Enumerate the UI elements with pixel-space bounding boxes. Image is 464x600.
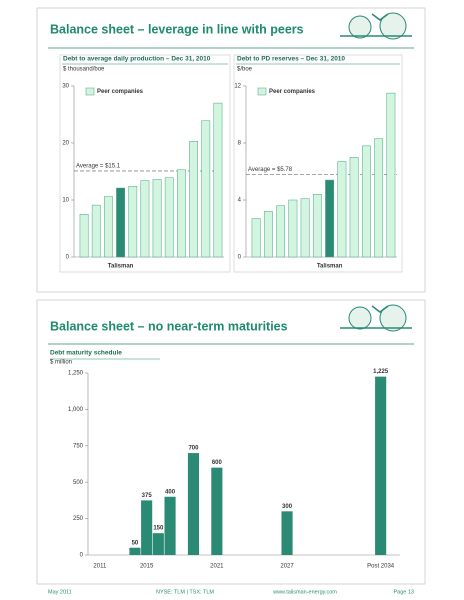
legend-swatch [85, 87, 95, 96]
x-tick-label: Post 2034 [367, 564, 395, 570]
x-tick-label: 2021 [210, 564, 224, 570]
bar [129, 547, 141, 555]
value-label: 400 [165, 489, 176, 495]
panel [59, 54, 231, 273]
bar [374, 138, 384, 258]
chart-subtitle: $ million [50, 360, 72, 366]
reference-label: Average = $15.1 [76, 164, 121, 170]
bar [251, 218, 261, 258]
y-tick-label: 1,000 [68, 407, 84, 413]
bar [152, 179, 162, 258]
slide-frame [36, 299, 426, 585]
x-tick-label: 2015 [140, 564, 154, 570]
bar [141, 500, 153, 555]
chart-subtitle: $ thousand/boe [63, 67, 105, 73]
bar [375, 376, 387, 555]
panel [233, 54, 403, 273]
legend-swatch [257, 87, 267, 96]
bar [152, 533, 164, 555]
bar [213, 102, 223, 258]
value-label: 1,225 [373, 369, 389, 375]
chart-title: Debt to PD reserves – Dec 31, 2010 [237, 56, 345, 63]
bar [140, 180, 150, 258]
logo [340, 12, 412, 40]
y-tick-label: 30 [62, 84, 69, 90]
y-tick-label: 12 [234, 84, 241, 90]
slide-frame [36, 7, 426, 293]
y-tick-label: 750 [73, 443, 84, 449]
reference-label: Average = $5.78 [248, 167, 293, 173]
y-tick-label: 20 [62, 141, 69, 147]
chart-title: Debt maturity schedule [50, 350, 122, 357]
legend-label: Peer companies [97, 89, 144, 95]
slide-title: Balance sheet – no near-term maturities [50, 319, 288, 333]
value-label: 300 [282, 504, 293, 510]
y-tick-label: 1,250 [68, 371, 84, 377]
bar [79, 214, 89, 258]
y-tick-label: 500 [73, 480, 84, 486]
bar [349, 157, 359, 258]
value-label: 50 [132, 540, 139, 546]
value-label: 700 [188, 446, 199, 452]
y-tick-label: 250 [73, 516, 84, 522]
bar [337, 161, 347, 258]
bar [361, 145, 371, 258]
x-tick-label: Talisman [317, 264, 343, 270]
footer-ticker: NYSE: TLM | TSX: TLM [156, 589, 214, 595]
bar [386, 92, 396, 258]
bar [201, 120, 211, 258]
bar [164, 177, 174, 258]
y-tick-label: 0 [66, 255, 70, 261]
bar [300, 198, 310, 258]
bar [189, 141, 198, 258]
bar [281, 511, 293, 555]
value-label: 600 [212, 460, 223, 466]
bar [164, 496, 176, 555]
bar [276, 205, 286, 258]
value-label: 150 [153, 526, 164, 532]
chart-title: Debt to average daily production – Dec 3… [63, 56, 211, 63]
y-tick-label: 10 [62, 198, 69, 204]
x-tick-label: 2011 [93, 564, 107, 570]
bar [263, 211, 273, 258]
bar [325, 179, 335, 258]
legend-label: Peer companies [269, 89, 316, 95]
footer-url: www.talisman-energy.com [272, 589, 337, 595]
value-label: 375 [142, 493, 153, 499]
bar [104, 196, 113, 258]
y-tick-label: 4 [238, 198, 242, 204]
chart-subtitle: $/boe [237, 67, 253, 73]
y-tick-label: 8 [238, 141, 242, 147]
bar [211, 467, 223, 555]
logo [340, 304, 412, 332]
y-tick-label: 0 [80, 553, 84, 559]
bar [177, 169, 186, 258]
y-tick-label: 0 [238, 255, 242, 261]
x-tick-label: Talisman [108, 264, 134, 270]
footer-page: Page 13 [394, 589, 415, 595]
footer-date: May 2011 [48, 589, 72, 595]
bar [91, 204, 101, 258]
bar [128, 186, 138, 258]
bar [312, 194, 322, 258]
bar [288, 199, 298, 258]
x-tick-label: 2027 [280, 564, 294, 570]
bar [187, 453, 200, 555]
slide-title: Balance sheet – leverage in line with pe… [50, 22, 304, 36]
bar [116, 187, 125, 258]
